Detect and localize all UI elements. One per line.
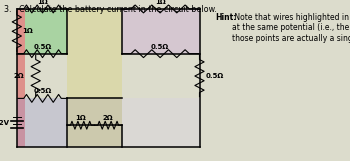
Text: Hint:: Hint:: [216, 13, 237, 22]
Text: 0.5Ω: 0.5Ω: [205, 73, 224, 79]
Text: 1Ω: 1Ω: [155, 0, 166, 5]
Text: 0.5Ω: 0.5Ω: [151, 44, 169, 50]
Bar: [17, 98, 122, 147]
Bar: [122, 98, 200, 147]
Bar: [67, 9, 122, 147]
Text: 1Ω: 1Ω: [37, 0, 48, 5]
Text: 0.5Ω: 0.5Ω: [33, 44, 52, 50]
Text: 1Ω: 1Ω: [75, 115, 86, 121]
Text: 3.   Calculate the battery current in the circuit below.: 3. Calculate the battery current in the …: [4, 5, 216, 14]
Text: 0.5Ω: 0.5Ω: [33, 88, 52, 95]
Text: 12V: 12V: [0, 119, 9, 126]
Bar: [17, 9, 25, 147]
Bar: [122, 9, 200, 54]
Text: 2Ω: 2Ω: [13, 73, 24, 79]
Bar: [25, 9, 67, 54]
Text: Note that wires highlighted in the same color are
at the same potential (i.e., t: Note that wires highlighted in the same …: [232, 13, 350, 43]
Text: 1Ω: 1Ω: [23, 28, 34, 34]
Text: 2Ω: 2Ω: [103, 115, 113, 121]
